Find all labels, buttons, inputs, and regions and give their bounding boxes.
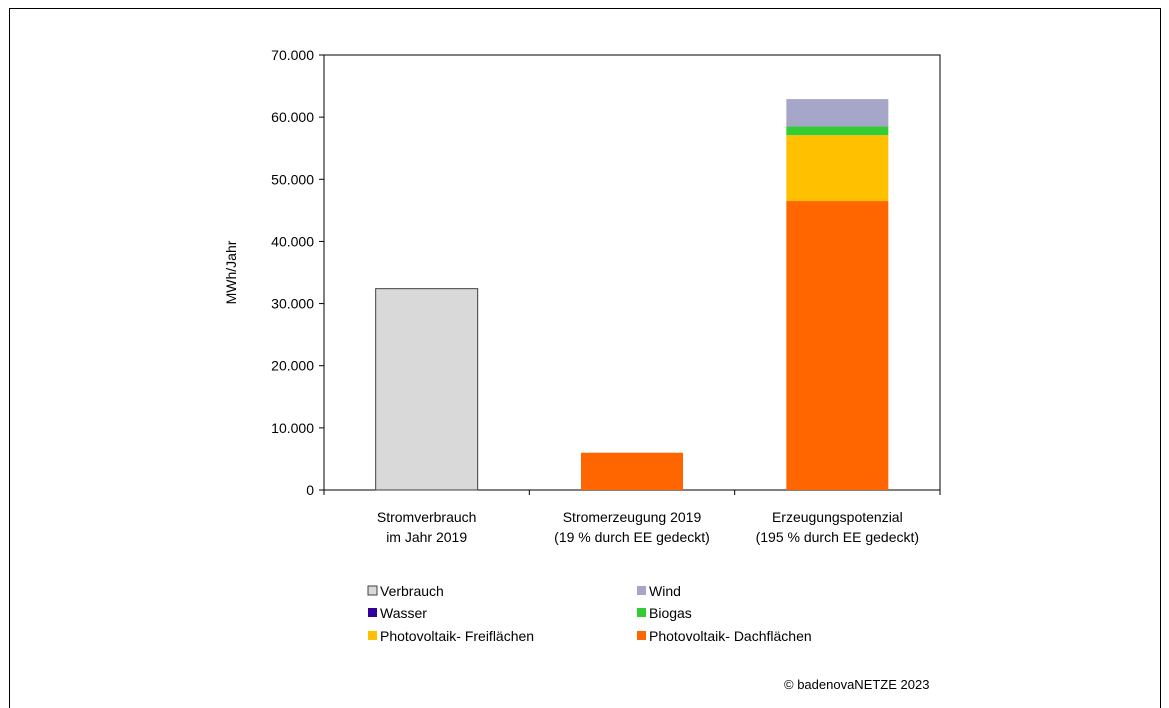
chart-frame	[9, 8, 1161, 708]
legend: Verbrauch Wind Wasser Biogas Photovoltaik- F…	[367, 583, 812, 644]
x-tick-label-line: (19 % durch EE gedeckt)	[554, 529, 710, 545]
bars	[375, 99, 889, 491]
y-tick-label: 10.000	[271, 420, 314, 436]
legend-swatch	[368, 631, 377, 640]
bar-photovoltaik-dachfl-chen	[581, 452, 683, 490]
x-tick-label-line: (195 % durch EE gedeckt)	[756, 529, 919, 545]
y-axis-title: MWh/Jahr	[223, 240, 239, 304]
x-tick-label: Erzeugungspotenzial (195 % durch EE gedec…	[756, 509, 919, 545]
y-tick-label: 20.000	[271, 358, 314, 374]
x-tick-label: Stromerzeugung 2019 (19 % durch EE gedeck…	[554, 509, 710, 545]
legend-label: Photovoltaik- Freiflächen	[380, 628, 534, 644]
x-tick-label-line: im Jahr 2019	[386, 529, 467, 545]
legend-label: Biogas	[649, 605, 692, 621]
bar-photovoltaik-freifl-chen	[786, 135, 889, 202]
y-tick-label: 70.000	[271, 47, 314, 63]
bar-wind	[786, 99, 889, 127]
y-tick-label: 30.000	[271, 296, 314, 312]
legend-swatch	[637, 608, 646, 617]
legend-label: Wasser	[380, 605, 427, 621]
copyright-note: © badenovaNETZE 2023	[784, 677, 930, 692]
legend-swatch	[637, 586, 646, 595]
y-tick-label: 50.000	[271, 171, 314, 187]
y-tick-label: 0	[306, 482, 314, 498]
y-tick-label: 40.000	[271, 233, 314, 249]
bar-verbrauch	[375, 288, 479, 491]
x-tick-label-line: Stromverbrauch	[377, 509, 477, 525]
bar-biogas	[786, 126, 889, 136]
y-tick-label: 60.000	[271, 109, 314, 125]
x-tick-label: Stromverbrauch im Jahr 2019	[377, 509, 477, 545]
x-tick-label-line: Erzeugungspotenzial	[772, 509, 903, 525]
legend-swatch	[367, 585, 378, 596]
legend-label: Photovoltaik- Dachflächen	[649, 628, 812, 644]
legend-label: Verbrauch	[380, 583, 444, 599]
legend-label: Wind	[649, 583, 681, 599]
bar-photovoltaik-dachfl-chen	[786, 201, 889, 491]
axes: 0 10.000 20.000 30.000 40.000 50.000 60.000 70.…	[223, 47, 941, 545]
x-tick-label-line: Stromerzeugung 2019	[563, 509, 702, 525]
legend-swatch	[368, 608, 377, 617]
legend-swatch	[637, 631, 646, 640]
